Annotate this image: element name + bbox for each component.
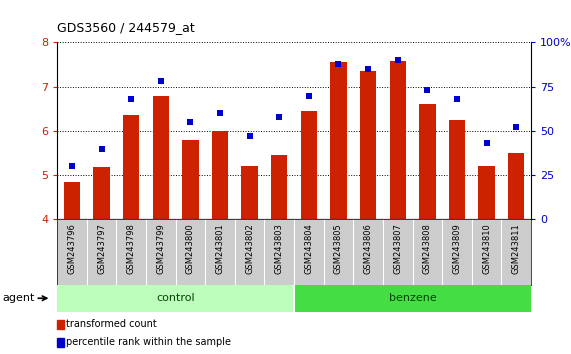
Bar [64, 182, 80, 219]
Text: GSM243807: GSM243807 [393, 223, 402, 274]
Point [364, 66, 373, 72]
Bar [294, 285, 531, 312]
Bar [57, 285, 294, 312]
Text: benzene: benzene [389, 293, 436, 303]
Bar [389, 61, 406, 219]
Point [186, 119, 195, 125]
Bar [449, 120, 465, 219]
Text: GSM243808: GSM243808 [423, 223, 432, 274]
Text: GSM243796: GSM243796 [67, 223, 77, 274]
Text: GSM243797: GSM243797 [97, 223, 106, 274]
Text: GSM243798: GSM243798 [127, 223, 136, 274]
Text: GSM243809: GSM243809 [452, 223, 461, 274]
Bar [152, 96, 169, 219]
Text: GSM243800: GSM243800 [186, 223, 195, 274]
Point [512, 125, 521, 130]
Bar [94, 167, 110, 219]
Bar [419, 104, 436, 219]
Bar [182, 140, 199, 219]
Text: GSM243805: GSM243805 [334, 223, 343, 274]
Point [67, 164, 77, 169]
Text: percentile rank within the sample: percentile rank within the sample [66, 337, 231, 347]
Bar [271, 155, 287, 219]
Bar [242, 166, 258, 219]
Point [304, 93, 313, 98]
Bar [123, 115, 139, 219]
Bar [57, 320, 64, 329]
Point [482, 141, 491, 146]
Text: GDS3560 / 244579_at: GDS3560 / 244579_at [57, 21, 195, 34]
Text: GSM243801: GSM243801 [215, 223, 224, 274]
Bar [360, 71, 376, 219]
Text: transformed count: transformed count [66, 319, 156, 329]
Point [334, 61, 343, 67]
Text: GSM243799: GSM243799 [156, 223, 165, 274]
Point [97, 146, 106, 152]
Text: agent: agent [3, 293, 35, 303]
Bar [331, 62, 347, 219]
Bar [508, 153, 524, 219]
Point [215, 110, 224, 116]
Bar [301, 111, 317, 219]
Text: control: control [156, 293, 195, 303]
Text: GSM243806: GSM243806 [364, 223, 373, 274]
Text: GSM243810: GSM243810 [482, 223, 491, 274]
Bar [212, 131, 228, 219]
Point [127, 96, 136, 102]
Point [423, 87, 432, 93]
Point [156, 79, 166, 84]
Point [393, 57, 403, 63]
Text: GSM243802: GSM243802 [245, 223, 254, 274]
Point [452, 96, 461, 102]
Bar [57, 338, 64, 347]
Text: GSM243804: GSM243804 [304, 223, 313, 274]
Point [275, 114, 284, 120]
Text: GSM243811: GSM243811 [512, 223, 521, 274]
Bar [478, 166, 494, 219]
Text: GSM243803: GSM243803 [275, 223, 284, 274]
Point [245, 133, 254, 139]
